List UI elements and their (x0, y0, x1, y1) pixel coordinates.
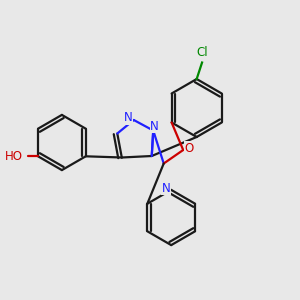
Text: N: N (161, 182, 170, 195)
Text: Cl: Cl (196, 46, 208, 59)
Text: HO: HO (5, 150, 23, 163)
Text: N: N (124, 111, 133, 124)
Text: N: N (150, 119, 159, 133)
Text: O: O (184, 142, 194, 155)
